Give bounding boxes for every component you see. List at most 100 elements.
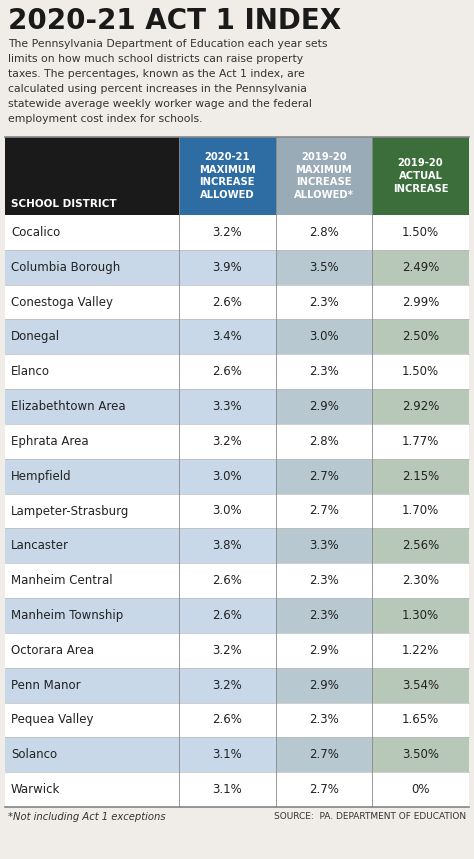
- Text: 2.6%: 2.6%: [212, 609, 242, 622]
- Bar: [372, 598, 469, 633]
- Bar: [275, 250, 372, 284]
- Text: 2.6%: 2.6%: [212, 365, 242, 378]
- Text: 3.9%: 3.9%: [212, 261, 242, 274]
- Text: Lampeter-Strasburg: Lampeter-Strasburg: [11, 504, 129, 517]
- Text: Elanco: Elanco: [11, 365, 50, 378]
- Bar: [5, 250, 179, 284]
- Bar: [372, 459, 469, 494]
- Text: 3.8%: 3.8%: [212, 539, 242, 552]
- Text: 3.5%: 3.5%: [309, 261, 338, 274]
- Text: 2.92%: 2.92%: [402, 400, 439, 413]
- Bar: [5, 320, 179, 354]
- Bar: [179, 459, 275, 494]
- Bar: [275, 494, 372, 528]
- Text: 2020-21 ACT 1 INDEX: 2020-21 ACT 1 INDEX: [8, 7, 341, 35]
- Bar: [179, 137, 275, 215]
- Bar: [275, 667, 372, 703]
- Text: 2.7%: 2.7%: [309, 748, 339, 761]
- Text: 2.9%: 2.9%: [309, 679, 339, 691]
- Text: 2.9%: 2.9%: [309, 643, 339, 657]
- Text: 3.54%: 3.54%: [402, 679, 439, 691]
- Text: 2.3%: 2.3%: [309, 365, 338, 378]
- Bar: [179, 737, 275, 772]
- Bar: [179, 354, 275, 389]
- Bar: [5, 633, 179, 667]
- Text: Octorara Area: Octorara Area: [11, 643, 94, 657]
- Bar: [275, 137, 372, 215]
- Text: 3.3%: 3.3%: [212, 400, 242, 413]
- Bar: [275, 598, 372, 633]
- Text: Donegal: Donegal: [11, 331, 60, 344]
- Text: 1.70%: 1.70%: [402, 504, 439, 517]
- Text: 3.0%: 3.0%: [212, 504, 242, 517]
- Bar: [5, 703, 179, 737]
- Text: calculated using percent increases in the Pennsylvania: calculated using percent increases in th…: [8, 84, 307, 94]
- Text: 2019-20
ACTUAL
INCREASE: 2019-20 ACTUAL INCREASE: [393, 158, 448, 194]
- Text: 2.56%: 2.56%: [402, 539, 439, 552]
- Text: 2.30%: 2.30%: [402, 574, 439, 588]
- Bar: [275, 633, 372, 667]
- Bar: [275, 354, 372, 389]
- Text: 2.7%: 2.7%: [309, 504, 339, 517]
- Text: 2.3%: 2.3%: [309, 609, 338, 622]
- Text: statewide average weekly worker wage and the federal: statewide average weekly worker wage and…: [8, 99, 312, 109]
- Bar: [372, 633, 469, 667]
- Text: Elizabethtown Area: Elizabethtown Area: [11, 400, 126, 413]
- Bar: [179, 389, 275, 424]
- Text: Solanco: Solanco: [11, 748, 57, 761]
- Text: 3.1%: 3.1%: [212, 748, 242, 761]
- Text: 3.0%: 3.0%: [212, 470, 242, 483]
- Text: 1.22%: 1.22%: [402, 643, 439, 657]
- Bar: [179, 250, 275, 284]
- Text: 3.1%: 3.1%: [212, 783, 242, 796]
- Text: taxes. The percentages, known as the Act 1 index, are: taxes. The percentages, known as the Act…: [8, 69, 305, 79]
- Text: 3.50%: 3.50%: [402, 748, 439, 761]
- Text: 3.2%: 3.2%: [212, 643, 242, 657]
- Text: SCHOOL DISTRICT: SCHOOL DISTRICT: [11, 199, 117, 209]
- Text: 1.65%: 1.65%: [402, 714, 439, 727]
- Text: employment cost index for schools.: employment cost index for schools.: [8, 114, 202, 124]
- Bar: [372, 494, 469, 528]
- Bar: [5, 667, 179, 703]
- Bar: [275, 459, 372, 494]
- Bar: [179, 598, 275, 633]
- Text: Penn Manor: Penn Manor: [11, 679, 81, 691]
- Bar: [372, 215, 469, 250]
- Text: 2.50%: 2.50%: [402, 331, 439, 344]
- Bar: [179, 284, 275, 320]
- Bar: [275, 772, 372, 807]
- Bar: [275, 424, 372, 459]
- Text: Manheim Central: Manheim Central: [11, 574, 113, 588]
- Bar: [275, 389, 372, 424]
- Text: Lancaster: Lancaster: [11, 539, 69, 552]
- Text: Hempfield: Hempfield: [11, 470, 72, 483]
- Bar: [372, 250, 469, 284]
- Bar: [275, 284, 372, 320]
- Bar: [5, 459, 179, 494]
- Text: 2.3%: 2.3%: [309, 295, 338, 308]
- Text: 2.7%: 2.7%: [309, 470, 339, 483]
- Bar: [372, 354, 469, 389]
- Text: 2.8%: 2.8%: [309, 226, 338, 239]
- Text: 0%: 0%: [411, 783, 430, 796]
- Text: 2019-20
MAXIMUM
INCREASE
ALLOWED*: 2019-20 MAXIMUM INCREASE ALLOWED*: [294, 152, 354, 200]
- Text: 3.2%: 3.2%: [212, 679, 242, 691]
- Bar: [5, 389, 179, 424]
- Bar: [5, 772, 179, 807]
- Bar: [179, 703, 275, 737]
- Text: 1.50%: 1.50%: [402, 226, 439, 239]
- Bar: [5, 284, 179, 320]
- Bar: [179, 667, 275, 703]
- Bar: [179, 564, 275, 598]
- Bar: [5, 564, 179, 598]
- Bar: [5, 494, 179, 528]
- Text: *Not including Act 1 exceptions: *Not including Act 1 exceptions: [8, 812, 165, 822]
- Bar: [179, 320, 275, 354]
- Bar: [372, 528, 469, 564]
- Text: 3.2%: 3.2%: [212, 435, 242, 448]
- Text: 2.9%: 2.9%: [309, 400, 339, 413]
- Bar: [372, 389, 469, 424]
- Bar: [372, 703, 469, 737]
- Bar: [372, 737, 469, 772]
- Bar: [275, 737, 372, 772]
